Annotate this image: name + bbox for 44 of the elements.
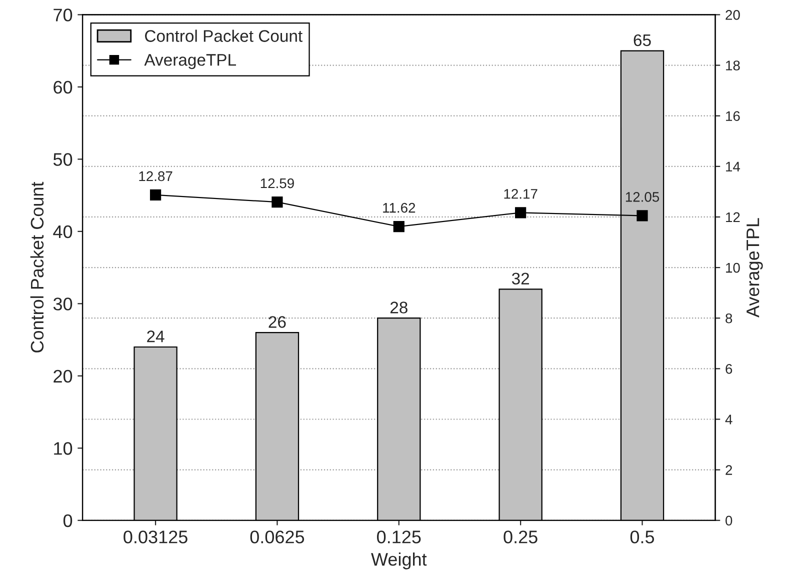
y2-tick-label: 8 [726,313,732,324]
y-tick-label: 0 [63,514,72,528]
data-label: 26 [268,316,286,328]
y-tick-label: 70 [54,8,72,22]
point [272,196,283,208]
y-axis-title: Control Packet Count [30,182,44,352]
point [515,207,526,218]
y-tick-label: 30 [53,298,72,310]
x-tick-label: 0.5 [630,530,654,544]
data-label: 12.59 [260,178,294,188]
x-tick-label: 0.125 [377,530,421,544]
data-label: 12.05 [626,192,660,202]
x-tick-label: 0.03125 [124,530,188,544]
data-label: 11.62 [383,202,416,213]
data-label: 12.87 [139,171,172,182]
point [636,210,648,222]
y2-tick-label: 6 [726,364,732,374]
data-label: 65 [634,34,651,46]
y-tick-label: 60 [54,80,72,94]
y2-tick-label: 14 [726,162,740,172]
data-label: 32 [512,272,530,285]
y2-tick-label: 20 [726,10,740,20]
y2-axis-title: AverageTPL [746,218,763,318]
x-axis-title: Weight [371,552,427,570]
y2-tick-label: 4 [725,414,732,424]
y2-tick-label: 16 [726,111,740,122]
data-label: 28 [390,302,408,314]
y2-tick-label: 10 [726,262,740,273]
y2-tick-label: 18 [726,60,740,70]
legend-label: Control Packet Count [145,30,302,42]
y-tick-label: 20 [54,370,72,383]
y-tick-label: 10 [54,442,72,455]
y2-tick-label: 12 [726,212,740,222]
legend-label: AverageTPL [144,54,236,70]
y2-tick-label: 2 [726,465,732,475]
x-tick-label: 0.0625 [250,530,304,544]
x-tick-label: 0.25 [504,530,538,544]
y-tick-label: 50 [53,153,72,166]
y-tick-label: 40 [53,225,72,238]
y2-tick-label: 0 [726,516,732,526]
data-label: 12.17 [504,188,538,199]
point [150,189,162,201]
point [393,221,404,232]
data-label: 24 [147,330,164,342]
